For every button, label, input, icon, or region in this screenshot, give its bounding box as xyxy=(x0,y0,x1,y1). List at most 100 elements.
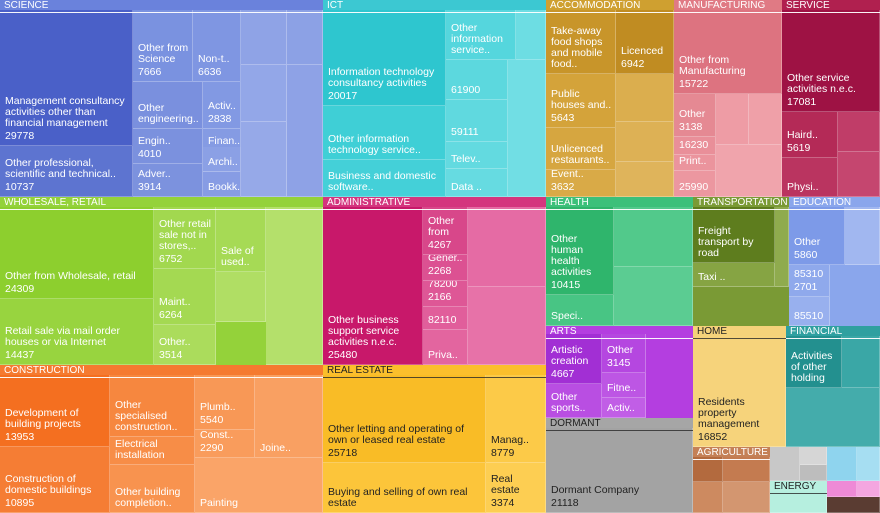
tile-activities-of-other-holding[interactable]: Activities of other holding xyxy=(786,336,842,388)
group-unlabeled[interactable] xyxy=(827,497,880,513)
tile-other-sports[interactable]: Other sports.. xyxy=(546,384,602,418)
tile-other-information-service[interactable]: Other information service.. xyxy=(446,10,516,60)
tile-unlabeled[interactable] xyxy=(827,481,857,497)
tile-const[interactable]: Const.. 2290 xyxy=(195,430,255,458)
tile-manag[interactable]: Manag.. 8779 xyxy=(486,375,546,463)
tile-59111[interactable]: 59111 xyxy=(446,100,508,142)
tile-physi[interactable]: Physi.. xyxy=(782,158,838,197)
tile-print[interactable]: Print.. xyxy=(674,155,716,171)
tile-non-t[interactable]: Non-t.. 6636 xyxy=(193,10,241,82)
group-unlabeled[interactable] xyxy=(827,481,880,497)
tile-other[interactable]: Other.. 3514 xyxy=(154,325,216,365)
tile-unlabeled[interactable] xyxy=(723,482,770,513)
group-service[interactable]: Other service activities n.e.c. 17081 Hair… xyxy=(782,0,880,197)
tile-other-from-wholesale-retail[interactable]: Other from Wholesale, retail 24309 xyxy=(0,207,154,299)
tile-sale-of-used[interactable]: Sale of used.. xyxy=(216,207,266,272)
tile-unlabeled[interactable] xyxy=(616,122,674,162)
tile-unlabeled[interactable] xyxy=(616,74,674,122)
tile-other[interactable]: Other 3138 xyxy=(674,94,716,137)
tile-unlabeled[interactable] xyxy=(468,207,546,287)
tile-unlabeled[interactable] xyxy=(770,491,827,513)
tile-other[interactable]: Other 3145 xyxy=(602,334,646,373)
tile-dormant-company[interactable]: Dormant Company 21118 xyxy=(546,428,693,513)
tile-painting[interactable]: Painting xyxy=(195,458,323,513)
tile-unlabeled[interactable] xyxy=(614,267,693,326)
tile-unlabeled[interactable] xyxy=(827,447,857,481)
tile-retail-sale-via-mail-order-houses-or-via-internet[interactable]: Retail sale via mail order houses or via… xyxy=(0,299,154,365)
tile-unlabeled[interactable] xyxy=(827,497,880,513)
tile-unlabeled[interactable] xyxy=(800,465,827,481)
tile-archi[interactable]: Archi.. xyxy=(203,147,241,172)
tile-unlabeled[interactable] xyxy=(838,152,880,197)
tile-unlabeled[interactable] xyxy=(614,207,693,267)
tile-16230[interactable]: 16230 xyxy=(674,137,716,155)
tile-unlabeled[interactable] xyxy=(842,336,880,388)
tile-other-from-manufacturing[interactable]: Other from Manufacturing 15722 xyxy=(674,10,782,94)
tile-unlabeled[interactable] xyxy=(838,112,880,152)
tile-78200[interactable]: 78200 2166 xyxy=(423,281,468,307)
tile-bookk[interactable]: Bookk.. xyxy=(203,172,241,197)
tile-other-engineering[interactable]: Other engineering.. xyxy=(133,82,203,129)
tile-unlabeled[interactable] xyxy=(800,447,827,465)
tile-public-houses-and[interactable]: Public houses and.. 5643 xyxy=(546,74,616,128)
tile-activ[interactable]: Activ.. 2838 xyxy=(203,82,241,129)
tile-unlabeled[interactable] xyxy=(266,207,323,365)
tile-85310[interactable]: 85310 2701 xyxy=(789,265,830,297)
tile-unlabeled[interactable] xyxy=(723,457,770,482)
tile-other-service-activities-n-e-c[interactable]: Other service activities n.e.c. 17081 xyxy=(782,10,880,112)
tile-unlabeled[interactable] xyxy=(770,447,800,481)
tile-other-letting-and-operating-of-own-or-leased-real-estate[interactable]: Other letting and operating of own or le… xyxy=(323,375,486,463)
tile-event[interactable]: Event.. 3632 xyxy=(546,170,616,197)
tile-other-specialised-construction[interactable]: Other specialised construction.. xyxy=(110,375,195,437)
tile-unlabeled[interactable] xyxy=(716,145,782,197)
tile-joine[interactable]: Joine.. xyxy=(255,375,323,458)
tile-other-professional-scientific-and-technical[interactable]: Other professional, scientific and techn… xyxy=(0,146,133,197)
tile-real-estate[interactable]: Real estate 3374 xyxy=(486,463,546,513)
tile-unlabeled[interactable] xyxy=(616,162,674,197)
tile-unlabeled[interactable] xyxy=(216,272,266,322)
group-unlabeled[interactable] xyxy=(770,447,827,481)
tile-other-information-technology-service[interactable]: Other information technology service.. xyxy=(323,106,446,160)
group-wholesale-retail[interactable]: Other from Wholesale, retail 24309 Retail … xyxy=(0,197,323,365)
group-ict[interactable]: Information technology consultancy activ… xyxy=(323,0,546,197)
group-arts[interactable]: Artistic creation 4667 Other 3145 Other spor… xyxy=(546,326,693,418)
tile-telev[interactable]: Telev.. xyxy=(446,142,508,169)
tile-other-from-science[interactable]: Other from Science 7666 xyxy=(133,10,193,82)
group-administrative[interactable]: Other business support service activitie… xyxy=(323,197,546,365)
group-real-estate[interactable]: Other letting and operating of own or le… xyxy=(323,365,546,513)
tile-artistic-creation[interactable]: Artistic creation 4667 xyxy=(546,334,602,384)
tile-priva[interactable]: Priva.. xyxy=(423,330,468,365)
tile-25990[interactable]: 25990 xyxy=(674,171,716,197)
tile-unlabeled[interactable] xyxy=(716,94,749,145)
tile-85510[interactable]: 85510 xyxy=(789,297,830,326)
group-home[interactable]: Residents property management 16852 HOME xyxy=(693,326,786,447)
tile-unlabeled[interactable] xyxy=(749,94,782,145)
tile-business-and-domestic-software[interactable]: Business and domestic software.. xyxy=(323,160,446,197)
tile-other-business-support-service-activities-n-e-c[interactable]: Other business support service activitie… xyxy=(323,207,423,365)
tile-data[interactable]: Data .. xyxy=(446,169,508,197)
tile-buying-and-selling-of-own-real-estate[interactable]: Buying and selling of own real estate xyxy=(323,463,486,513)
tile-unlabeled[interactable] xyxy=(468,287,546,365)
group-accommodation[interactable]: Take-away food shops and mobile food.. Li… xyxy=(546,0,674,197)
tile-unlabeled[interactable] xyxy=(287,65,323,197)
group-financial[interactable]: Activities of other holding FINANCIAL xyxy=(786,326,880,447)
tile-management-consultancy-activities-other-than-financial-management[interactable]: Management consultancy activities other … xyxy=(0,10,133,146)
tile-unlabeled[interactable] xyxy=(241,65,287,122)
tile-other-human-health-activities[interactable]: Other human health activities 10415 xyxy=(546,207,614,295)
tile-unlabeled[interactable] xyxy=(516,10,546,60)
group-health[interactable]: Other human health activities 10415 Speci.… xyxy=(546,197,693,326)
tile-licenced[interactable]: Licenced 6942 xyxy=(616,10,674,74)
tile-fitne[interactable]: Fitne.. xyxy=(602,373,646,398)
tile-unlabeled[interactable] xyxy=(241,122,287,197)
tile-unlabeled[interactable] xyxy=(287,10,323,65)
tile-taxi[interactable]: Taxi .. xyxy=(693,263,775,287)
tile-other-building-completion[interactable]: Other building completion.. xyxy=(110,465,195,513)
tile-unlabeled[interactable] xyxy=(693,457,723,482)
tile-engin[interactable]: Engin.. 4010 xyxy=(133,129,203,164)
tile-unlabeled[interactable] xyxy=(845,207,880,265)
group-energy[interactable]: ENERGY xyxy=(770,481,827,513)
tile-gener[interactable]: Gener.. 2268 xyxy=(423,255,468,281)
tile-unlabeled[interactable] xyxy=(241,10,287,65)
group-unlabeled[interactable] xyxy=(827,447,880,481)
group-manufacturing[interactable]: Other from Manufacturing 15722 Other 3138 16… xyxy=(674,0,782,197)
